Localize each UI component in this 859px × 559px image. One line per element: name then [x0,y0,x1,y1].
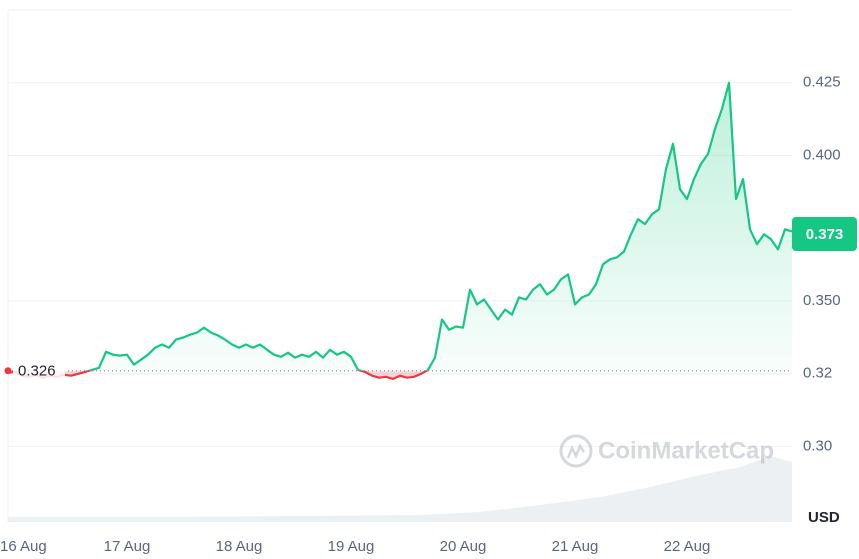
price-line-down [7,370,429,380]
y-axis-unit: USD [808,509,840,526]
open-price-label: 0.326 [18,363,56,380]
volume-shape [8,456,792,522]
price-line-up [85,81,793,371]
grid [8,82,792,447]
y-tick-label: 0.32 [803,365,832,382]
x-tick-label: 17 Aug [104,538,151,555]
x-tick-label: 16 Aug [0,538,47,555]
y-tick-label: 0.30 [803,437,832,454]
x-tick-label: 19 Aug [328,538,375,555]
watermark-text: CoinMarketCap [598,437,774,464]
open-price-label-bg [13,360,65,381]
x-tick-label: 21 Aug [552,538,599,555]
x-tick-label: 20 Aug [440,538,487,555]
y-tick-label: 0.400 [803,146,841,163]
plot: 0.326 [4,81,793,381]
watermark: CoinMarketCap [559,434,774,468]
current-price-label: 0.373 [806,226,844,243]
y-tick-label: 0.350 [803,292,841,309]
current-price-badge [792,217,857,251]
open-price-dot [4,367,12,375]
area-up [8,82,792,371]
y-tick-label: 0.425 [803,74,841,91]
x-tick-label: 18 Aug [216,538,263,555]
x-tick-label: 22 Aug [664,538,711,555]
